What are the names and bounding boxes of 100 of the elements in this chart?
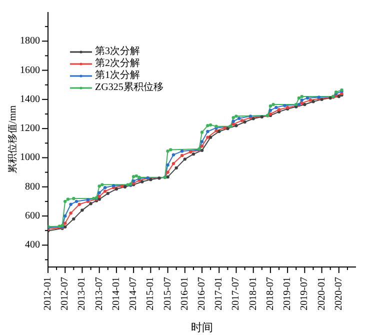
point	[106, 192, 110, 196]
point	[232, 116, 235, 120]
point	[58, 224, 62, 228]
point	[69, 211, 72, 215]
point	[64, 222, 67, 225]
point	[283, 104, 286, 108]
point	[232, 122, 235, 126]
point	[200, 148, 204, 152]
point	[100, 183, 104, 186]
y-tick-label: 1600	[20, 64, 40, 76]
point	[72, 196, 76, 200]
point	[132, 175, 136, 178]
point	[158, 176, 161, 180]
y-tick-label: 1800	[20, 36, 40, 47]
x-tick-label: 2015-01	[145, 277, 156, 310]
point	[268, 108, 272, 112]
legend-label: 第1次分解	[95, 70, 140, 82]
x-tick-label: 2017-01	[214, 277, 225, 310]
point	[206, 130, 210, 134]
point	[66, 198, 70, 201]
point	[320, 98, 324, 102]
point	[74, 200, 78, 204]
point	[103, 186, 107, 190]
point	[200, 144, 204, 148]
point	[149, 178, 152, 182]
point	[103, 190, 107, 193]
point	[206, 124, 210, 128]
point	[252, 117, 255, 120]
x-tick-label: 2019-01	[282, 277, 294, 310]
point	[174, 166, 178, 170]
point	[64, 200, 67, 204]
point	[226, 126, 230, 130]
point	[132, 179, 136, 183]
point	[89, 202, 92, 206]
point	[180, 150, 184, 153]
point	[64, 225, 67, 229]
y-tick-label: 800	[25, 181, 40, 192]
x-tick-label: 2012-01	[42, 277, 54, 310]
y-tick-label: 1000	[20, 152, 40, 164]
x-tick-label: 2015-07	[162, 277, 174, 310]
point	[166, 175, 170, 179]
x-tick-label: 2014-01	[110, 277, 122, 310]
point	[183, 158, 186, 161]
point	[328, 96, 332, 100]
point	[98, 194, 101, 198]
point	[303, 102, 306, 106]
point	[120, 184, 124, 188]
point	[274, 106, 278, 110]
point	[337, 94, 340, 98]
point	[237, 116, 241, 120]
point	[208, 136, 212, 139]
x-tick-label: 2019-07	[299, 277, 310, 310]
x-tick-label: 2020-07	[333, 277, 344, 310]
point	[272, 102, 275, 106]
point	[169, 148, 172, 152]
point	[268, 104, 272, 108]
legend-label: 第2次分解	[95, 58, 140, 70]
point	[98, 191, 101, 194]
x-tick-label: 2016-07	[196, 277, 208, 310]
point	[188, 150, 192, 154]
point	[297, 96, 301, 100]
point	[172, 153, 176, 156]
point	[192, 152, 196, 156]
y-tick-label: 600	[25, 210, 40, 222]
point	[260, 115, 264, 119]
point	[126, 183, 130, 186]
point	[232, 120, 235, 123]
point	[123, 185, 127, 188]
point	[72, 217, 76, 221]
x-tick-label: 2013-07	[94, 277, 105, 310]
point	[166, 150, 170, 153]
point	[294, 102, 298, 106]
x-tick-label: 2018-01	[248, 277, 259, 310]
point	[114, 187, 118, 191]
point	[223, 126, 226, 130]
point	[80, 208, 84, 212]
point	[300, 94, 304, 98]
point	[300, 98, 304, 102]
legend-label: 第3次分解	[95, 46, 140, 58]
point	[218, 130, 221, 134]
point	[208, 123, 212, 127]
point	[98, 198, 101, 201]
point	[166, 170, 170, 174]
point	[200, 140, 204, 144]
x-tick-label: 2014-07	[128, 277, 140, 310]
x-tick-label: 2020-01	[316, 277, 328, 310]
point	[64, 214, 67, 218]
point	[180, 154, 184, 158]
point	[300, 101, 304, 105]
point	[312, 100, 315, 104]
point	[92, 196, 96, 200]
x-tick-label: 2017-07	[230, 277, 242, 310]
point	[134, 174, 138, 178]
point	[200, 130, 204, 134]
x-tick-label: 2018-07	[264, 277, 276, 310]
y-tick-label: 1200	[20, 123, 40, 134]
point	[308, 98, 312, 102]
point	[172, 162, 176, 166]
point	[69, 202, 72, 206]
point	[206, 136, 210, 139]
